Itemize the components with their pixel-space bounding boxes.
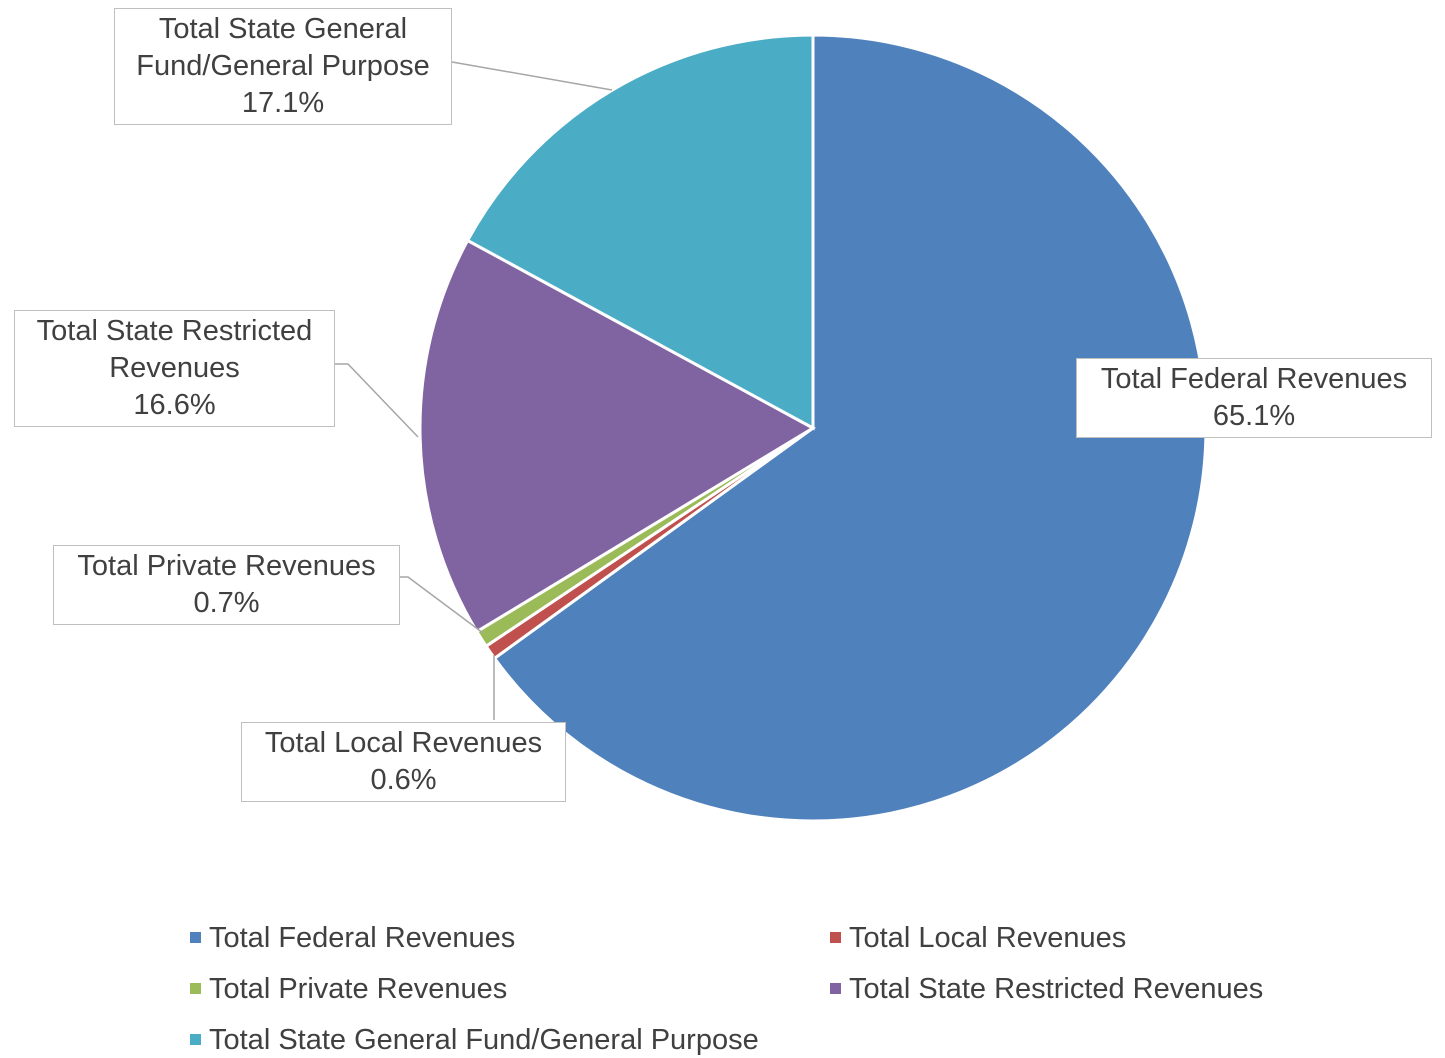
label-value: 16.6% [133, 389, 216, 421]
label-category: Total Local Revenues [264, 727, 543, 759]
label-category: Total State Restricted Revenues [36, 315, 313, 384]
data-label: Total Private Revenues 0.7% [53, 545, 400, 625]
legend-swatch [830, 982, 841, 994]
leader-line [400, 576, 484, 634]
legend-swatch [830, 931, 841, 943]
legend-swatch [190, 931, 201, 943]
legend-text: Total State Restricted Revenues [849, 973, 1264, 1005]
data-label: Total Local Revenues 0.6% [241, 722, 566, 802]
pie-slice [418, 238, 817, 634]
pie-slice [465, 33, 815, 431]
label-category: Total State General Fund/General Purpose [136, 13, 430, 82]
legend-swatch [190, 1033, 201, 1045]
leader-line [451, 61, 613, 91]
legend-entry: Total Federal Revenues [190, 921, 515, 955]
data-label: Total State Restricted Revenues 16.6% [14, 310, 335, 427]
label-value: 0.7% [193, 587, 260, 619]
legend-entry: Total Local Revenues [830, 921, 1126, 955]
legend-text: Total Federal Revenues [209, 922, 516, 954]
pie-slice [492, 33, 1208, 823]
legend-swatch [190, 982, 201, 994]
leader-line [335, 363, 419, 438]
legend-text: Total Local Revenues [849, 922, 1127, 954]
legend-text: Total State General Fund/General Purpose [209, 1024, 759, 1056]
label-value: 65.1% [1212, 400, 1296, 432]
data-label: Total Federal Revenues 65.1% [1076, 358, 1432, 438]
legend-entry: Total Private Revenues [190, 972, 507, 1006]
data-label: Total State General Fund/General Purpose… [114, 8, 452, 125]
legend-entry: Total State General Fund/General Purpose [190, 1023, 759, 1057]
label-value: 0.6% [370, 764, 437, 796]
legend-text: Total Private Revenues [209, 973, 508, 1005]
label-value: 17.1% [241, 87, 325, 119]
legend-entry: Total State Restricted Revenues [830, 972, 1263, 1006]
label-category: Total Private Revenues [77, 550, 376, 582]
label-category: Total Federal Revenues [1100, 363, 1408, 395]
